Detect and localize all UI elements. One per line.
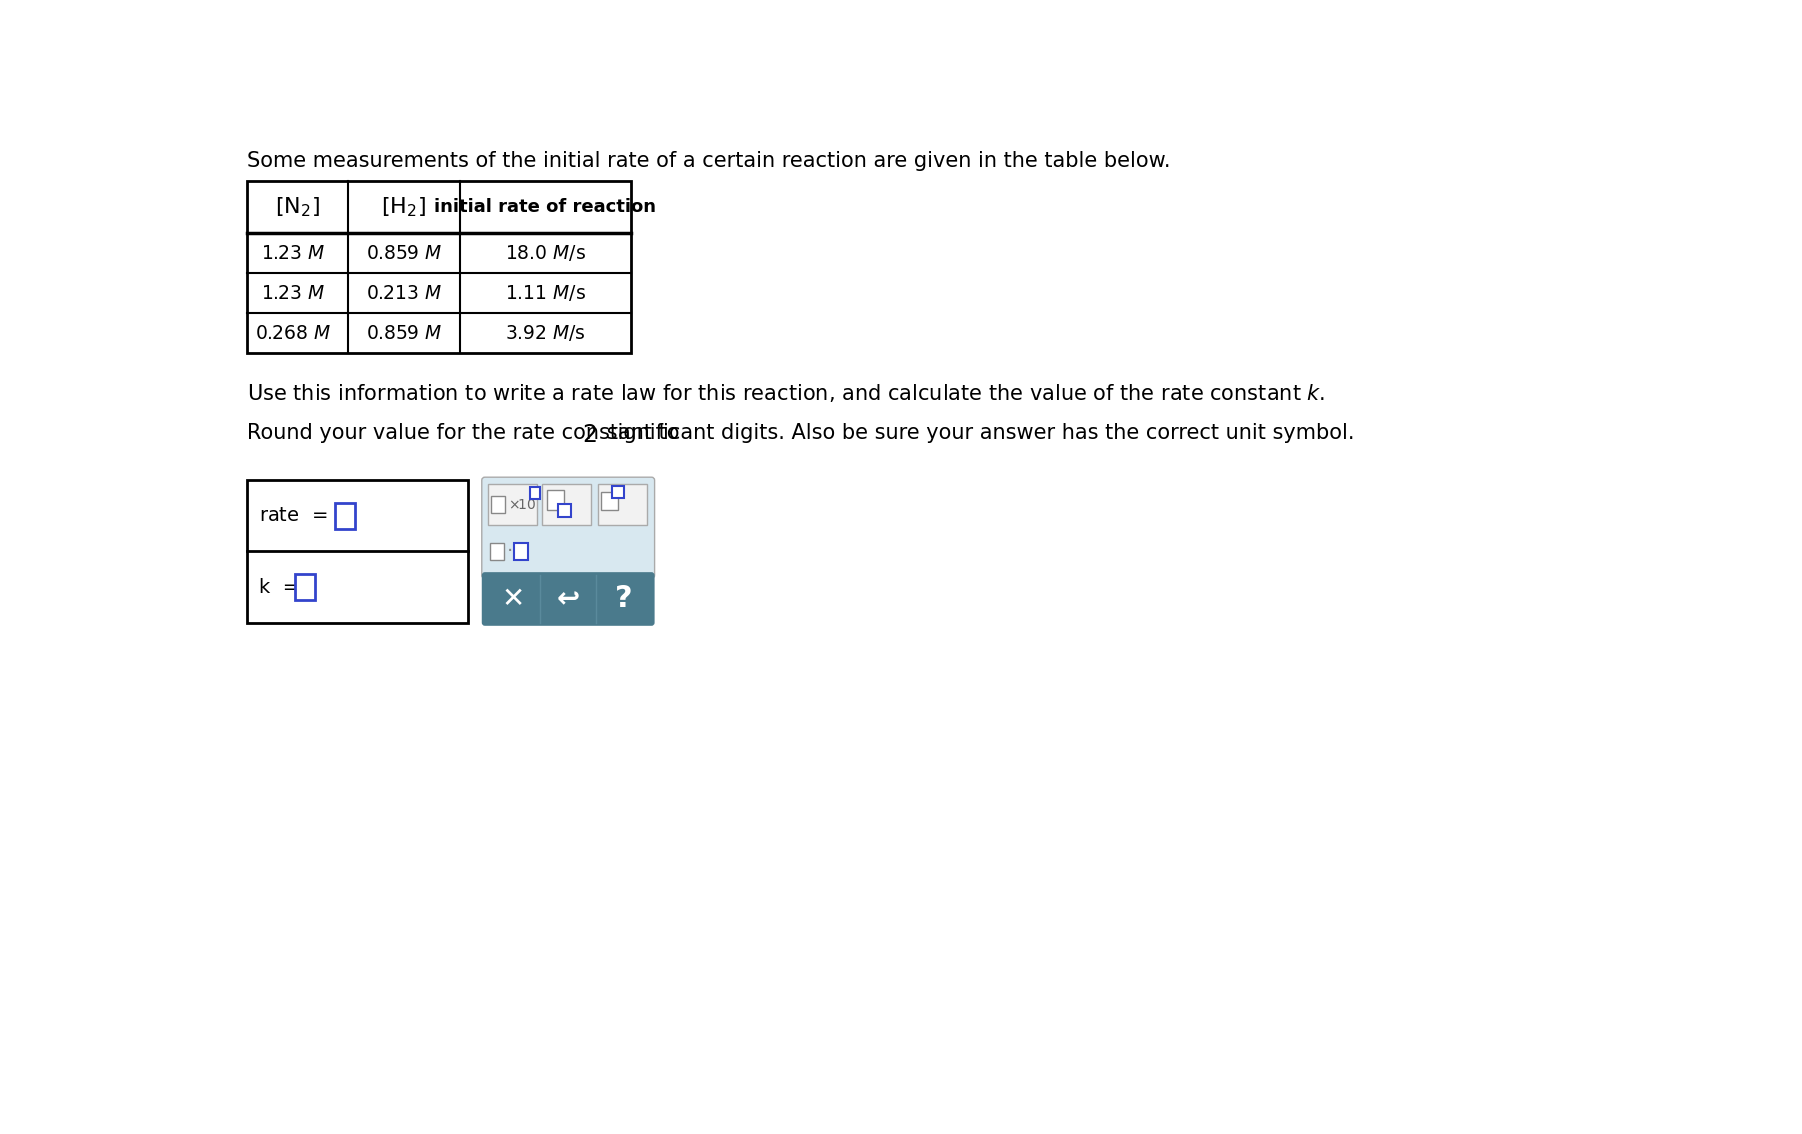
Text: 1.23 $M$: 1.23 $M$: [261, 244, 326, 263]
Text: 0.859 $M$: 0.859 $M$: [366, 323, 441, 342]
Text: 3.92 $M$/s: 3.92 $M$/s: [505, 323, 586, 344]
Text: 1.23 $M$: 1.23 $M$: [261, 284, 326, 303]
Text: $2$: $2$: [582, 423, 596, 447]
Text: significant digits. Also be sure your answer has the correct unit symbol.: significant digits. Also be sure your an…: [600, 423, 1353, 442]
Bar: [613, 486, 623, 498]
FancyBboxPatch shape: [481, 573, 654, 626]
Text: Some measurements of the initial rate of a certain reaction are given in the tab: Some measurements of the initial rate of…: [247, 152, 1171, 171]
Text: rate  =  $k$: rate = $k$: [259, 507, 353, 525]
Bar: [490, 543, 505, 559]
Bar: [488, 484, 537, 525]
Text: Round your value for the rate constant to: Round your value for the rate constant t…: [247, 423, 687, 442]
Text: 18.0 $M$/s: 18.0 $M$/s: [505, 243, 586, 263]
Text: Use this information to write a rate law for this reaction, and calculate the va: Use this information to write a rate law…: [247, 382, 1324, 405]
Bar: [600, 492, 618, 510]
Bar: [335, 502, 355, 528]
Text: k  =: k =: [259, 577, 299, 596]
Bar: [247, 481, 469, 623]
Text: 1.11 $M$/s: 1.11 $M$/s: [505, 284, 586, 303]
Bar: [559, 505, 571, 517]
FancyBboxPatch shape: [481, 477, 654, 578]
Text: ↩: ↩: [557, 585, 580, 613]
Text: 0.859 $M$: 0.859 $M$: [366, 244, 441, 263]
Bar: [542, 484, 591, 525]
Text: 0.213 $M$: 0.213 $M$: [366, 284, 441, 303]
Text: $\times\!10$: $\times\!10$: [508, 498, 537, 511]
Bar: [546, 490, 564, 510]
Text: initial rate of reaction: initial rate of reaction: [434, 198, 656, 215]
Text: ✕: ✕: [501, 585, 524, 613]
Bar: [296, 574, 315, 600]
Text: ?: ?: [614, 584, 633, 613]
Text: $\left[\mathrm{H_2}\right]$: $\left[\mathrm{H_2}\right]$: [382, 195, 427, 219]
Text: $\left[\mathrm{N_2}\right]$: $\left[\mathrm{N_2}\right]$: [276, 195, 319, 219]
Bar: [247, 180, 631, 353]
Bar: [598, 484, 647, 525]
Text: ·: ·: [506, 542, 514, 560]
Text: 0.268 $M$: 0.268 $M$: [256, 323, 332, 342]
Bar: [492, 497, 505, 514]
Bar: [514, 543, 528, 559]
Bar: [530, 488, 541, 499]
